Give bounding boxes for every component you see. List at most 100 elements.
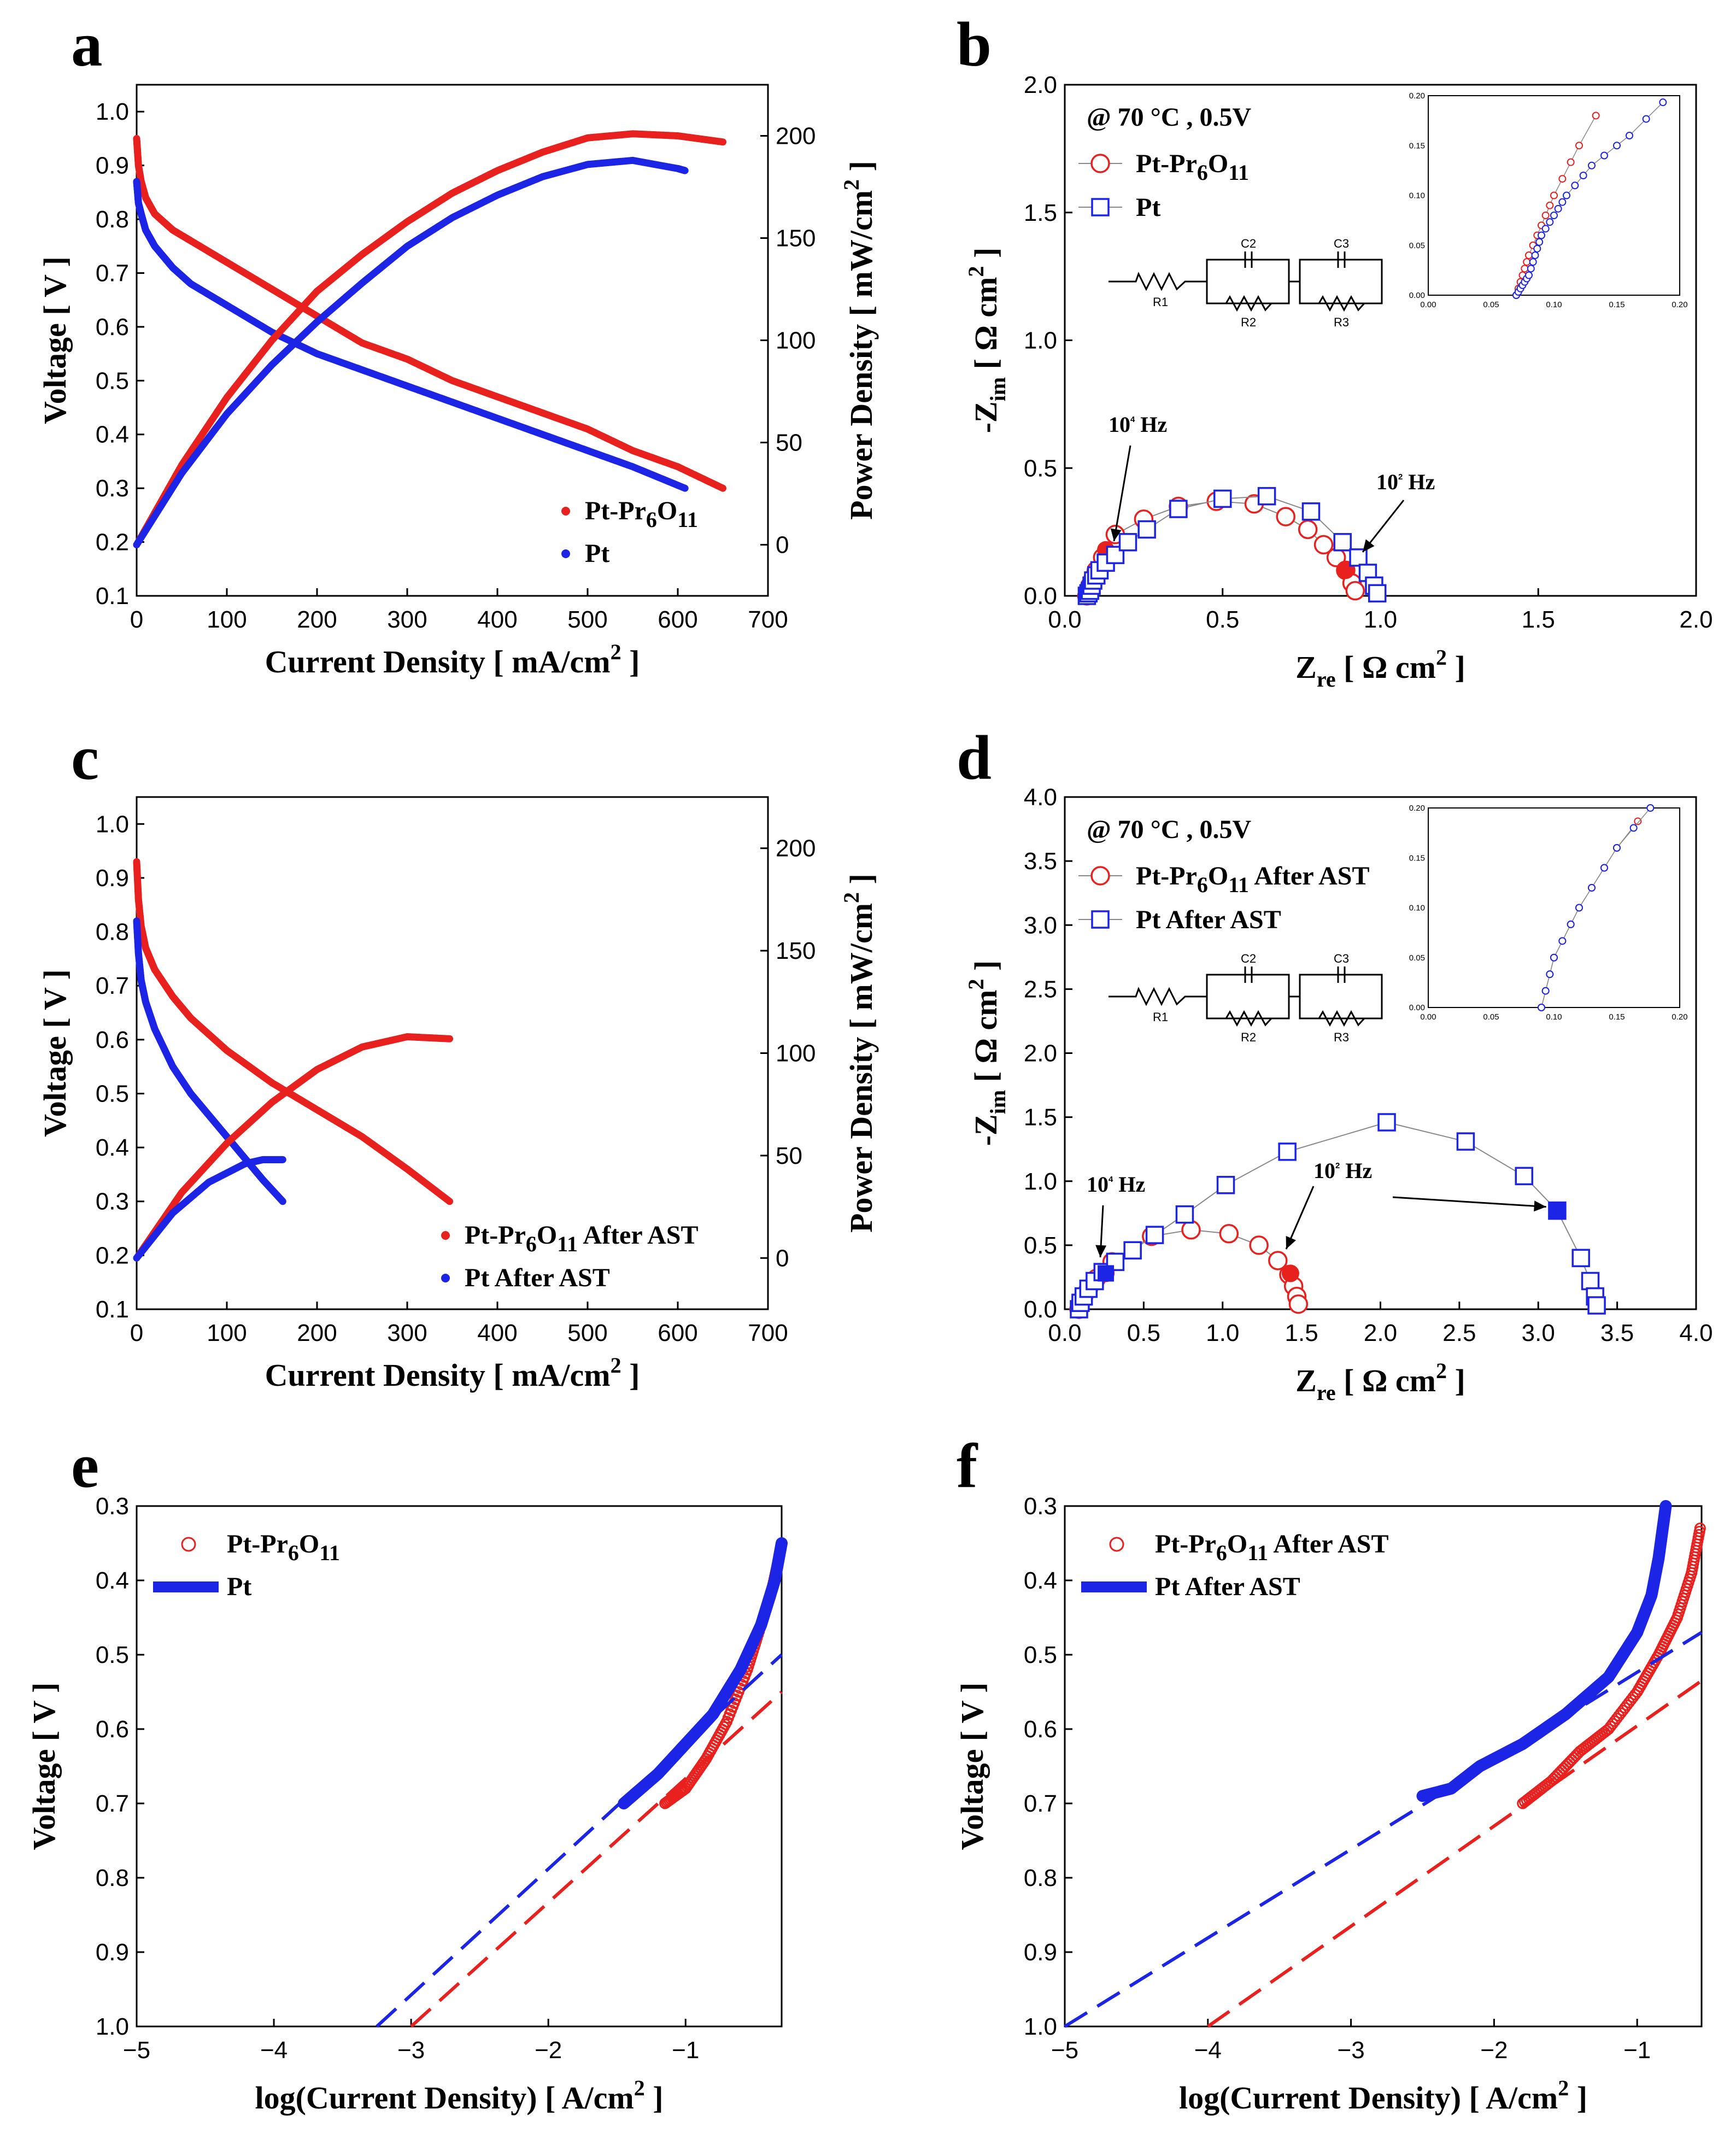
series-blue-line	[618, 1537, 788, 1809]
inset-point	[1579, 172, 1587, 179]
inset-point	[1546, 218, 1554, 226]
text-part: 6	[1197, 160, 1208, 185]
y2-tick-label: 150	[776, 938, 816, 964]
text-part: 2	[1398, 472, 1403, 482]
inset-x-tick-label: 0.10	[1546, 300, 1562, 309]
resistor-label: R1	[1153, 295, 1168, 309]
data-point	[446, 1198, 454, 1205]
text-part: Hz	[1135, 412, 1167, 437]
inset-point	[1613, 844, 1621, 852]
legend-marker	[1090, 866, 1110, 886]
legend-marker	[441, 1274, 450, 1282]
inset-x-tick-label: 0.20	[1672, 1012, 1687, 1022]
x-tick-label: 3.0	[1522, 1320, 1555, 1346]
y-tick-label: 2.0	[1024, 1040, 1057, 1067]
text-part: Hz	[1340, 1158, 1372, 1183]
tafel-fit-line	[376, 1653, 783, 2028]
frequency-annotation: 104 Hz	[1109, 412, 1167, 437]
data-point	[1333, 533, 1352, 552]
y-tick-label: 1.0	[96, 811, 129, 837]
x-axis-label: Zre [ Ω cm2 ]	[1295, 645, 1465, 692]
y-tick-label: 0.9	[96, 865, 129, 892]
data-point	[1276, 507, 1295, 526]
x-tick-label: 0	[130, 1320, 143, 1346]
text-part: 6	[1197, 872, 1208, 897]
text-part: 4	[1109, 1175, 1113, 1184]
x-tick-label: −1	[1623, 2037, 1651, 2064]
data-point	[1288, 1294, 1309, 1314]
inset-x-tick-label: 0.05	[1483, 300, 1499, 309]
text-part: Pt-Pr	[465, 1221, 526, 1250]
data-point-filled	[1098, 1265, 1115, 1282]
resistor-label: R2	[1241, 315, 1256, 329]
data-point	[1169, 500, 1188, 518]
y-tick-label: 0.7	[96, 973, 129, 999]
x-tick-label: 0.0	[1048, 606, 1081, 633]
text-part: Pt	[227, 1572, 251, 1601]
data-point	[1515, 1167, 1534, 1186]
text-part: O	[1208, 149, 1228, 178]
text-part: After AST	[1249, 862, 1369, 891]
x-tick-label: −4	[260, 2037, 288, 2064]
y-tick-label: 0.5	[96, 367, 129, 394]
panel-label: d	[957, 723, 992, 793]
x-tick-label: −4	[1194, 2037, 1222, 2064]
y-tick-label: 0.6	[96, 314, 129, 341]
x-tick-label: 200	[297, 606, 337, 633]
text-part: 2	[839, 179, 864, 190]
inset-point	[1600, 864, 1608, 872]
data-point	[1349, 548, 1368, 567]
x-tick-label: 600	[658, 606, 697, 633]
series-red-y2	[133, 130, 726, 548]
y-tick-label: 2.5	[1024, 976, 1057, 1003]
x-tick-label: 3.5	[1600, 1320, 1634, 1346]
inset-plot: 0.000.000.050.050.100.100.150.150.200.20	[1409, 91, 1688, 309]
inset-y-tick-label: 0.10	[1409, 904, 1425, 913]
y-tick-label: 0.4	[96, 1134, 129, 1161]
inset-point	[1575, 142, 1583, 150]
resistor	[1225, 295, 1272, 312]
legend-label: Pt-Pr6O11	[1136, 149, 1249, 185]
y-axis-label: Voltage [ V ]	[954, 1683, 990, 1850]
x-tick-label: 0.0	[1048, 1320, 1081, 1346]
tafel-fit-line	[1207, 1679, 1703, 2028]
y-tick-label: 0.9	[1024, 1939, 1057, 1966]
series-red-dash	[410, 1690, 783, 2028]
data-point	[1456, 1132, 1475, 1151]
x-tick-label: 2.0	[1679, 606, 1712, 633]
data-point	[279, 1156, 286, 1163]
frequency-annotation: 102 Hz	[1376, 470, 1435, 494]
legend-label: Pt-Pr6O11 After AST	[1155, 1530, 1389, 1565]
rc-block	[1206, 259, 1290, 304]
x-tick-label: 600	[658, 1320, 697, 1346]
resistor-label: R3	[1334, 1030, 1349, 1044]
y-tick-label: 4.0	[1024, 784, 1057, 811]
y-tick-label: 1.0	[96, 98, 129, 125]
x-tick-label: 200	[297, 1320, 337, 1346]
legend-label: Pt-Pr6O11	[227, 1530, 340, 1565]
inset-point	[1567, 158, 1575, 166]
inset-point	[1567, 920, 1575, 928]
text-part: 10	[1313, 1158, 1335, 1183]
data-point-filled	[1549, 1202, 1565, 1219]
text-part: Z	[1295, 649, 1317, 685]
conditions-label: @ 70 °C , 0.5V	[1087, 815, 1252, 844]
text-part: 10	[1087, 1172, 1109, 1197]
data-point-filled	[1281, 1264, 1299, 1282]
y-axis-label: Voltage [ V ]	[26, 1683, 62, 1850]
data-point	[1249, 1235, 1269, 1255]
capacitor-label: C3	[1334, 237, 1349, 250]
inset-y-tick-label: 0.15	[1409, 141, 1425, 150]
text-part: log(Current Density) [ A/cm	[255, 2080, 634, 2116]
x-tick-label: 300	[387, 606, 427, 633]
y-tick-label: 0.8	[96, 206, 129, 233]
text-part: Pt After AST	[1155, 1572, 1300, 1601]
data-point	[1694, 1522, 1706, 1534]
text-part: Pt After AST	[465, 1263, 610, 1292]
y2-tick-label: 0	[776, 1245, 789, 1272]
inset-plot: 0.000.000.050.050.100.100.150.150.200.20	[1409, 804, 1688, 1022]
text-part: 10	[1109, 412, 1130, 437]
inset-x-tick-label: 0.00	[1420, 1012, 1436, 1022]
frequency-annotation: 102 Hz	[1313, 1158, 1372, 1183]
